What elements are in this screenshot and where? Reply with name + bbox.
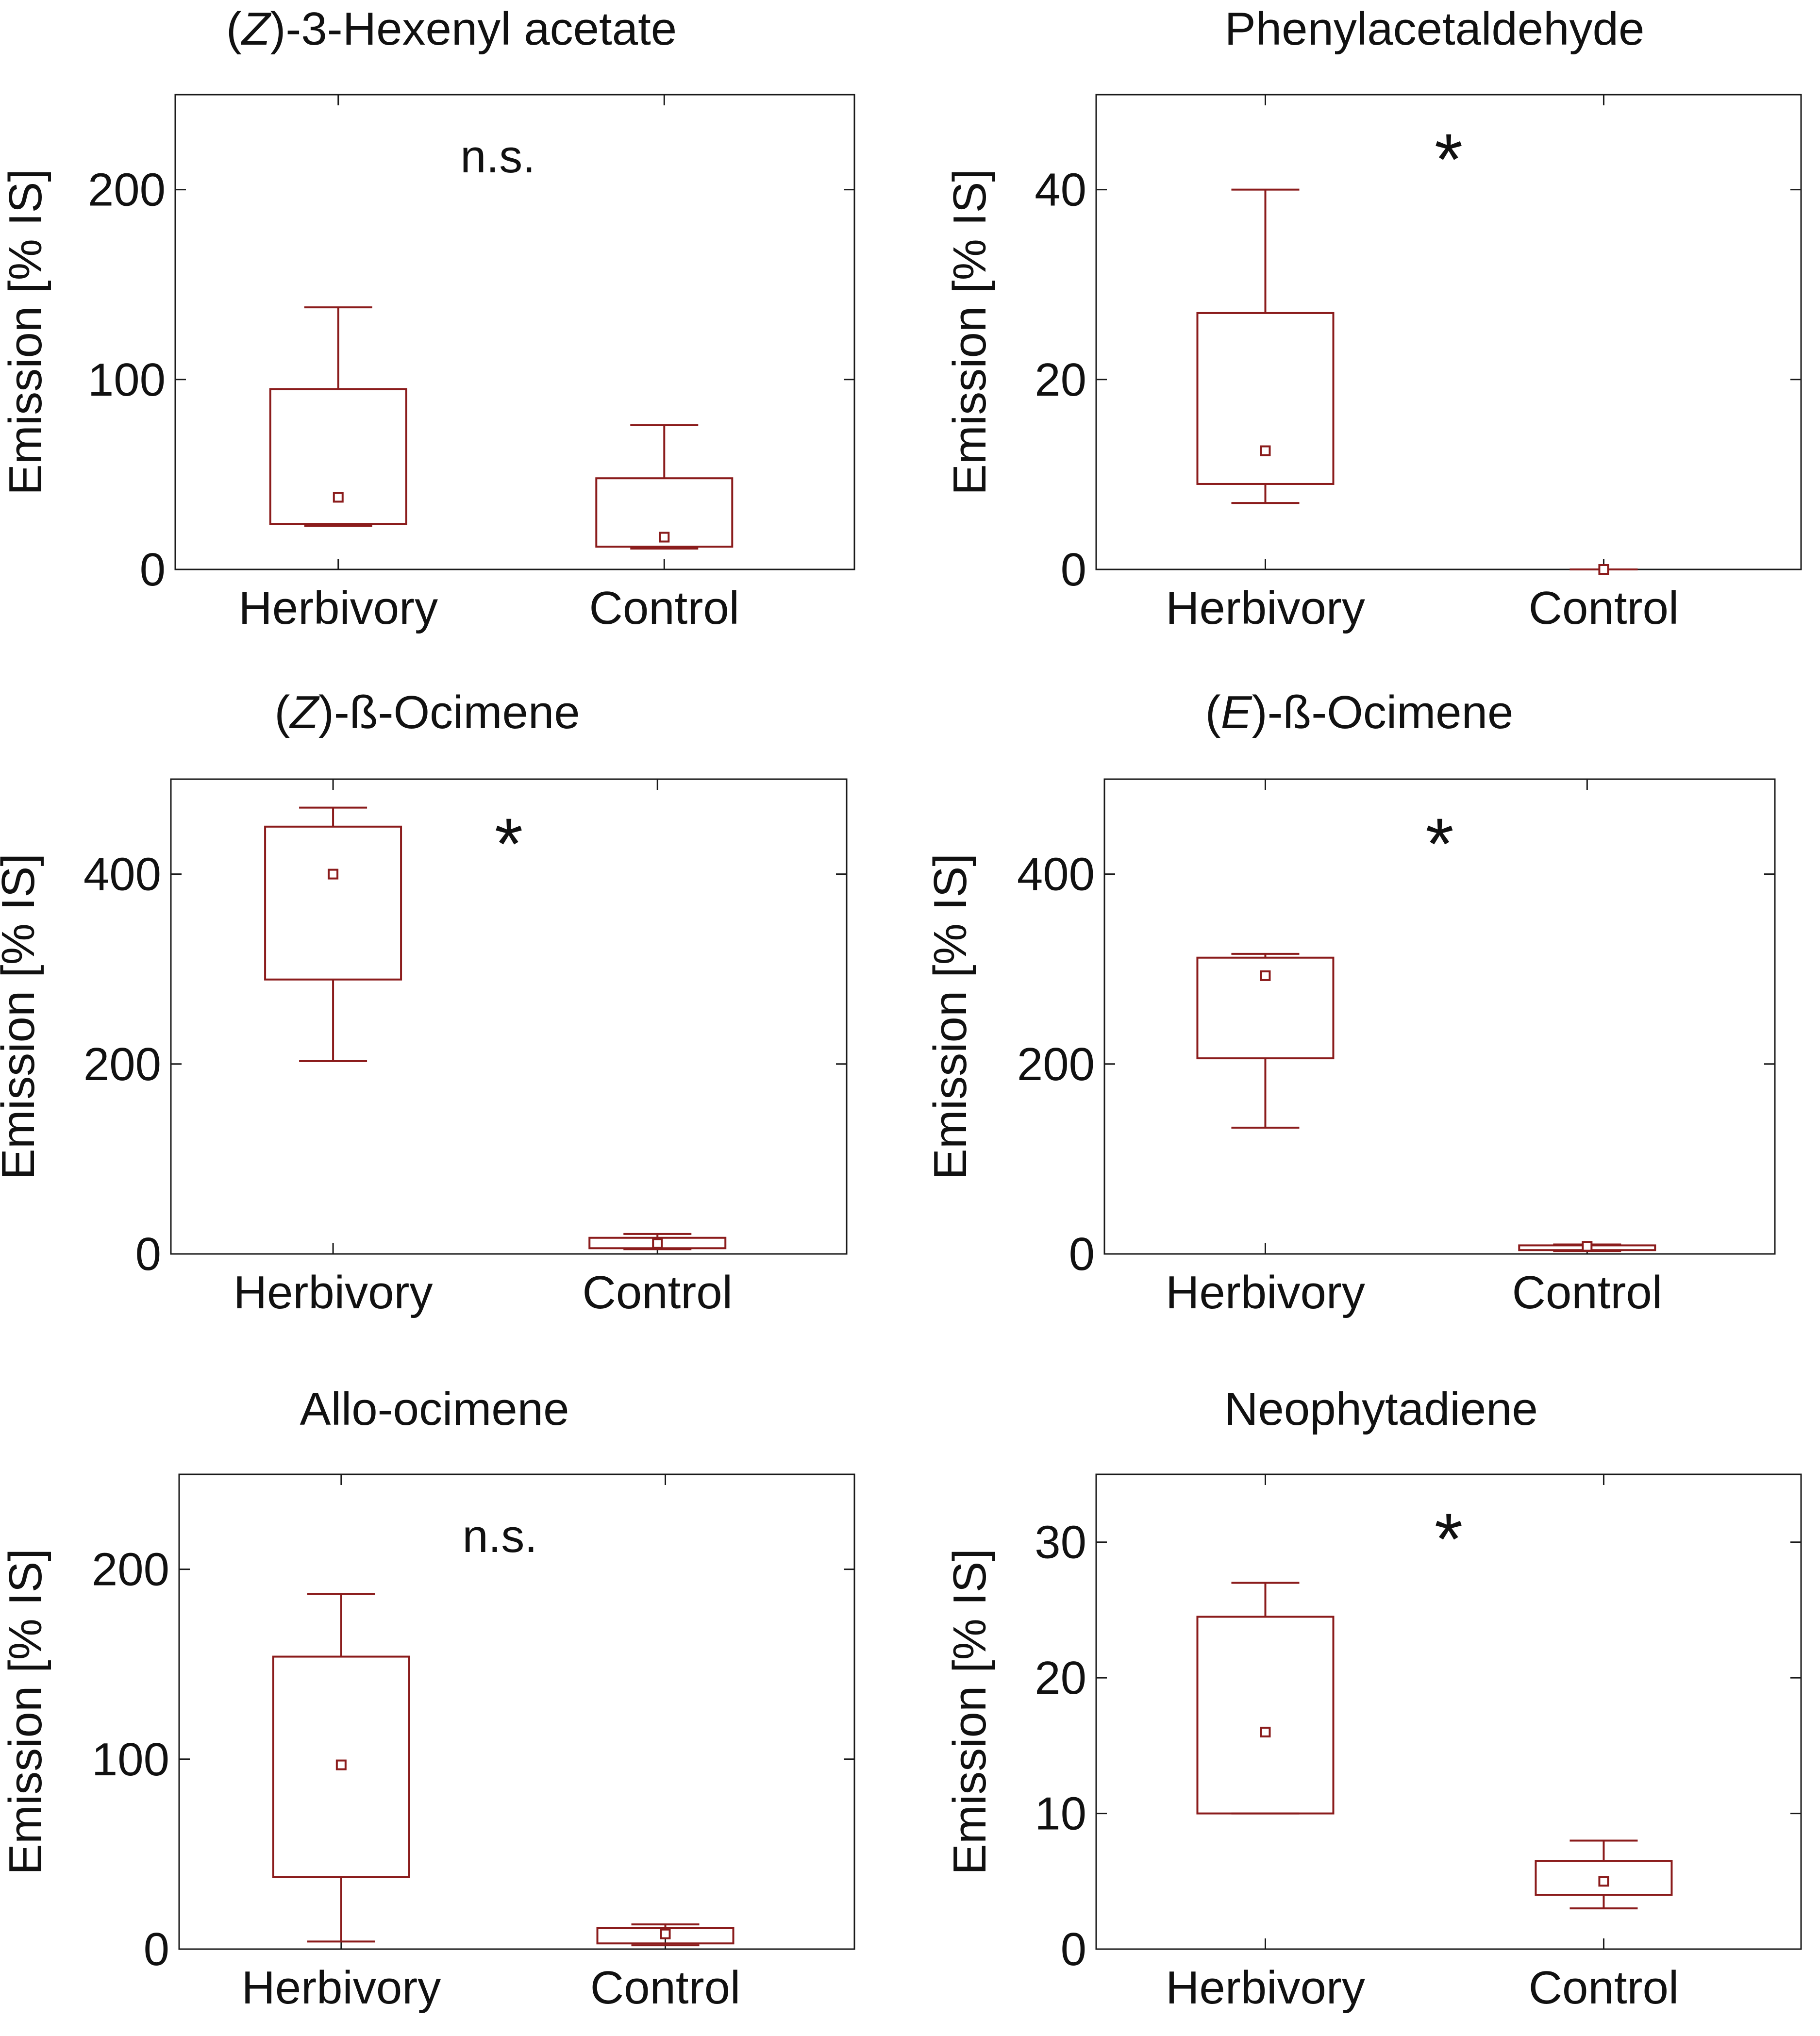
x-tick-label: Herbivory	[1166, 1962, 1365, 2014]
x-tick-label: Control	[589, 582, 739, 634]
plot-frame	[174, 94, 855, 570]
chart-panel: (Z)-ß-Ocimene Emission [% IS] 0 200 400 Herbi…	[0, 686, 848, 1318]
iqr-box	[1196, 956, 1335, 1060]
x-tick-label: Herbivory	[238, 582, 438, 634]
significance-label: n.s.	[460, 131, 535, 183]
chart-title: (Z)-3-Hexenyl acetate	[226, 3, 677, 55]
box-control	[1570, 564, 1638, 575]
chart-title: (E)-ß-Ocimene	[1205, 686, 1514, 738]
median-marker	[1260, 445, 1271, 456]
median-marker	[1260, 970, 1271, 981]
y-tick-label: 40	[1035, 164, 1086, 216]
y-tick-label: 10	[1035, 1788, 1086, 1840]
x-tick-label: Control	[590, 1962, 740, 2014]
y-tick-label: 0	[135, 1228, 161, 1280]
iqr-box	[264, 825, 402, 981]
y-tick-label: 200	[1017, 1038, 1095, 1090]
y-axis-label: Emission [% IS]	[924, 853, 976, 1180]
chart-title: Neophytadiene	[1224, 1383, 1538, 1435]
chart-panel: Neophytadiene Emission [% IS] 0 10 20 30 Herbi…	[944, 1383, 1802, 2014]
plot-frame	[1103, 778, 1776, 1255]
iqr-box	[269, 388, 407, 525]
y-axis-label: Emission [% IS]	[944, 169, 996, 495]
y-tick-label: 0	[1061, 544, 1086, 596]
box-herbivory	[264, 806, 402, 1062]
box-control	[1518, 1241, 1656, 1252]
box-control	[588, 1233, 727, 1251]
median-marker	[659, 532, 670, 543]
plot-frame	[1095, 1473, 1802, 1950]
plot-frame	[1095, 94, 1802, 570]
box-control	[595, 424, 734, 550]
x-tick-label: Herbivory	[234, 1267, 433, 1318]
y-tick-label: 200	[83, 1038, 161, 1090]
x-tick-label: Herbivory	[1166, 582, 1365, 634]
iqr-box	[596, 1927, 735, 1945]
chart-title: Phenylacetaldehyde	[1225, 3, 1645, 55]
significance-label: *	[1435, 1498, 1463, 1580]
significance-label: n.s.	[462, 1510, 537, 1562]
significance-label: *	[1425, 803, 1453, 884]
iqr-box	[595, 477, 734, 548]
median-marker	[333, 492, 344, 503]
chart-panel: (E)-ß-Ocimene Emission [% IS] 0 200 400 Herbi…	[924, 686, 1776, 1318]
y-tick-label: 200	[88, 164, 166, 216]
iqr-box	[1196, 1616, 1335, 1815]
box-herbivory	[1196, 188, 1335, 504]
y-tick-label: 400	[1017, 849, 1095, 901]
box-herbivory	[272, 1593, 410, 1943]
y-tick-label: 0	[1061, 1923, 1086, 1975]
y-tick-label: 400	[83, 849, 161, 901]
chart-title: (Z)-ß-Ocimene	[274, 686, 580, 738]
y-tick-label: 0	[140, 544, 166, 596]
y-tick-label: 0	[1069, 1228, 1095, 1280]
x-tick-label: Control	[583, 1267, 733, 1318]
x-tick-label: Control	[1529, 582, 1679, 634]
chart-panel: Allo-ocimene Emission [% IS] 0 100 200 Herbiv…	[0, 1383, 855, 2014]
chart-panel: (Z)-3-Hexenyl acetate Emission [% IS] 0 100…	[0, 3, 855, 634]
y-axis-label: Emission [% IS]	[0, 853, 44, 1180]
iqr-box	[1196, 312, 1335, 485]
plot-frame	[170, 778, 848, 1255]
y-tick-label: 0	[144, 1923, 169, 1975]
median-marker	[1598, 1876, 1609, 1887]
chart-panel: Phenylacetaldehyde Emission [% IS] 0 20 40 He…	[944, 3, 1802, 634]
y-axis-label: Emission [% IS]	[944, 1549, 996, 1875]
box-control	[1535, 1839, 1673, 1910]
median-marker	[1582, 1241, 1593, 1252]
box-control	[596, 1923, 735, 1947]
x-tick-label: Control	[1512, 1267, 1662, 1318]
y-tick-label: 30	[1035, 1517, 1086, 1569]
median-marker	[660, 1928, 671, 1939]
median-marker	[1598, 564, 1609, 575]
median-marker	[335, 1759, 347, 1770]
median-marker	[652, 1238, 663, 1249]
iqr-box	[1535, 1860, 1673, 1896]
box-herbivory	[269, 306, 407, 527]
median-marker	[1260, 1726, 1271, 1737]
box-herbivory	[1196, 952, 1335, 1129]
x-tick-label: Herbivory	[1166, 1267, 1365, 1318]
y-tick-label: 100	[88, 354, 166, 406]
x-tick-label: Herbivory	[241, 1962, 441, 2014]
significance-label: *	[495, 803, 523, 884]
significance-label: *	[1435, 118, 1463, 200]
iqr-box	[272, 1655, 410, 1878]
y-tick-label: 20	[1035, 354, 1086, 406]
plot-frame	[178, 1473, 855, 1950]
y-axis-label: Emission [% IS]	[0, 169, 51, 495]
y-tick-label: 200	[92, 1544, 169, 1596]
y-axis-label: Emission [% IS]	[0, 1549, 51, 1875]
y-tick-label: 20	[1035, 1652, 1086, 1704]
y-tick-label: 100	[92, 1734, 169, 1786]
x-tick-label: Control	[1529, 1962, 1679, 2014]
chart-title: Allo-ocimene	[300, 1383, 569, 1435]
median-marker	[328, 868, 339, 880]
box-herbivory	[1196, 1582, 1335, 1815]
